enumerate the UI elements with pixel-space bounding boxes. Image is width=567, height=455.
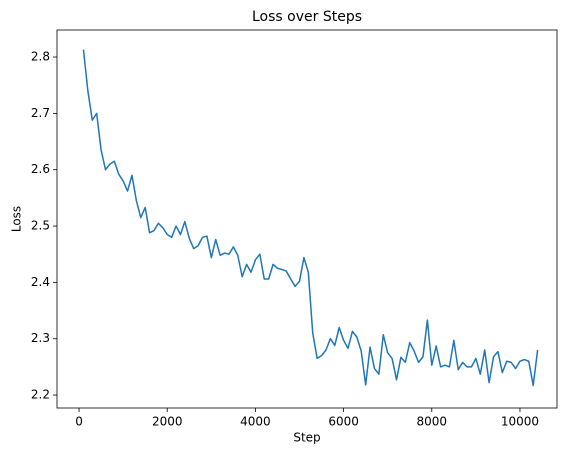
- y-tick-label: 2.8: [31, 50, 50, 64]
- x-tick-label: 2000: [152, 415, 183, 429]
- x-tick-label: 8000: [417, 415, 448, 429]
- x-tick-label: 0: [75, 415, 83, 429]
- x-tick-label: 10000: [501, 415, 539, 429]
- plot-frame: [56, 29, 558, 409]
- chart-title: Loss over Steps: [252, 9, 362, 25]
- y-tick-label: 2.6: [31, 162, 50, 176]
- x-tick-label: 6000: [328, 415, 359, 429]
- y-axis-label: Loss: [10, 206, 24, 232]
- y-tick-label: 2.2: [31, 388, 50, 402]
- x-tick-label: 4000: [240, 415, 271, 429]
- x-axis-label: Step: [293, 431, 320, 445]
- y-tick-label: 2.4: [31, 275, 50, 289]
- y-tick-label: 2.3: [31, 331, 50, 345]
- y-tick-label: 2.7: [31, 106, 50, 120]
- loss-line: [82, 49, 539, 387]
- y-tick-label: 2.5: [31, 219, 50, 233]
